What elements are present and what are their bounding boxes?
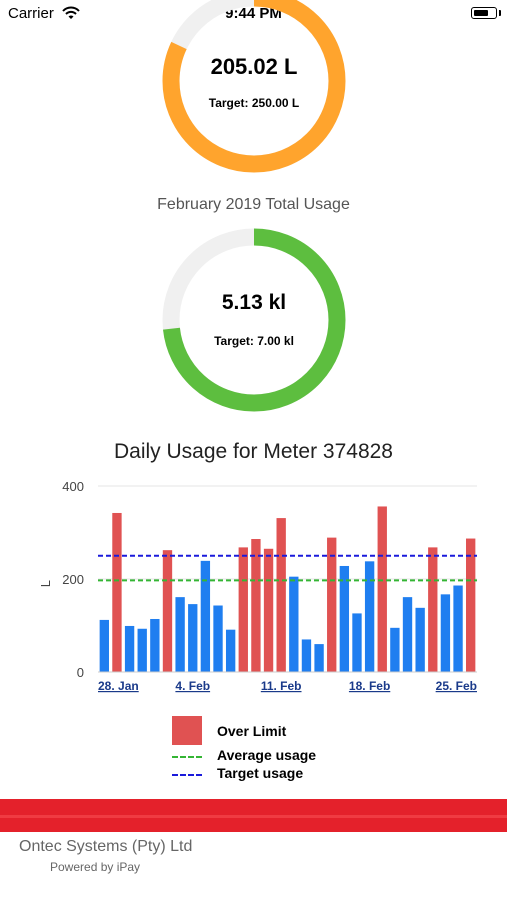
x-tick-label: 11. Feb [261, 679, 302, 693]
legend-average-label: Average usage [217, 747, 317, 763]
bar-day-30 [466, 538, 476, 672]
bar-day-5 [150, 618, 160, 672]
monthly-usage-value: 5.13 kl [221, 291, 287, 314]
status-bar: Carrier 9:44 PM [0, 0, 507, 26]
legend-target-line [172, 774, 202, 776]
bar-day-6 [162, 550, 173, 672]
x-tick-label: 28. Jan [98, 679, 139, 693]
battery-tip [499, 10, 501, 16]
wifi-icon [62, 6, 80, 25]
legend-over-limit-swatch [172, 716, 202, 745]
legend-average-line [172, 756, 202, 758]
bar-day-9 [200, 560, 211, 672]
bar-day-14 [263, 548, 274, 672]
bar-day-29 [453, 585, 463, 672]
battery-icon [471, 7, 497, 19]
legend-over-limit-label: Over Limit [217, 723, 287, 739]
bar-day-7 [175, 597, 185, 672]
bar-day-3 [124, 625, 135, 672]
legend-target-label: Target usage [217, 765, 304, 781]
bar-day-24 [390, 627, 400, 672]
bar-day-22 [364, 561, 375, 672]
daily-usage-gauge: 205.02 L Target: 250.00 L [162, 0, 346, 173]
bar-day-1 [99, 619, 109, 672]
bar-day-28 [440, 594, 451, 672]
daily-gauge-arc [162, 0, 346, 173]
bar-day-11 [225, 629, 236, 672]
status-time: 9:44 PM [225, 5, 282, 22]
bar-day-25 [402, 597, 413, 672]
bar-day-8 [188, 604, 198, 672]
company-name: Ontec Systems (Pty) Ltd [19, 838, 193, 855]
bar-day-26 [415, 607, 425, 672]
monthly-gauge-arc [162, 228, 346, 412]
x-tick-label: 25. Feb [436, 679, 477, 693]
daily-usage-chart: 0 200 400 L 28. Jan 4. Feb 11. Feb 18. Feb 25. F… [38, 479, 477, 693]
bar-day-10 [213, 605, 223, 672]
y-axis-label: L [38, 580, 53, 587]
bar-day-17 [301, 639, 312, 672]
y-tick-label: 0 [77, 665, 84, 680]
powered-by: Powered by iPay [50, 860, 141, 874]
x-tick-label: 4. Feb [175, 679, 210, 693]
bar-day-16 [289, 576, 299, 672]
bar-day-12 [238, 547, 248, 672]
bar-day-4 [137, 628, 147, 672]
bar-day-13 [251, 539, 261, 672]
chart-title: Daily Usage for Meter 374828 [114, 440, 393, 463]
bar-day-27 [428, 547, 438, 672]
y-tick-label: 400 [62, 479, 84, 494]
bar-day-21 [352, 613, 362, 672]
bar-day-18 [314, 644, 324, 672]
daily-usage-target: Target: 250.00 L [208, 96, 300, 110]
bar-day-2 [112, 512, 122, 672]
bar-day-20 [339, 565, 350, 672]
bar-day-15 [276, 518, 286, 672]
bar-day-23 [377, 506, 387, 672]
monthly-usage-title: February 2019 Total Usage [157, 196, 350, 213]
bar-day-19 [327, 537, 337, 672]
carrier-label: Carrier [8, 5, 54, 22]
monthly-usage-gauge: 5.13 kl Target: 7.00 kl [162, 228, 346, 412]
daily-usage-value: 205.02 L [210, 54, 298, 79]
footer-band-stripe [0, 815, 507, 818]
monthly-usage-target: Target: 7.00 kl [214, 334, 294, 348]
x-tick-label: 18. Feb [349, 679, 390, 693]
y-tick-label: 200 [62, 572, 84, 587]
